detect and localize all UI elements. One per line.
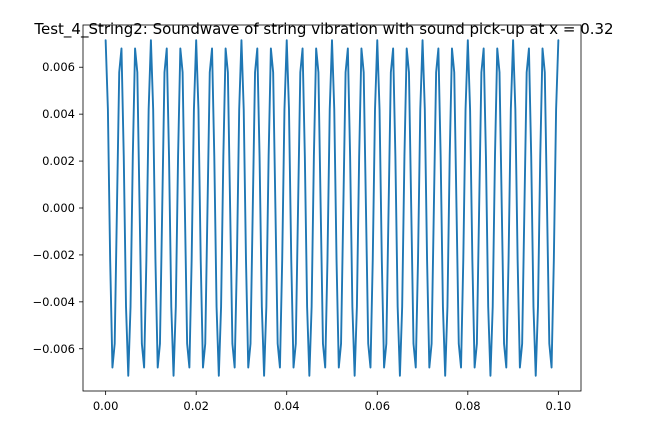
x-tick-label: 0.02 (183, 399, 209, 413)
x-tick-label: 0.06 (364, 399, 390, 413)
x-tick-label: 0.00 (93, 399, 119, 413)
x-axis: 0.00 0.02 0.04 0.06 0.08 0.10 (93, 391, 571, 413)
y-tick-label: 0.006 (42, 60, 75, 74)
y-tick-label: 0.002 (42, 154, 75, 168)
y-tick-label: −0.004 (32, 295, 75, 309)
y-tick-label: 0.000 (42, 201, 75, 215)
plot-frame (82, 24, 582, 392)
series-line-0 (104, 39, 560, 377)
y-axis: −0.006 −0.004 −0.002 0.000 0.002 0.004 0.006 (32, 60, 83, 356)
chart-title: Test_4_String2: Soundwave of string vibr… (33, 20, 613, 39)
y-tick-label: −0.006 (32, 342, 75, 356)
y-tick-label: 0.004 (42, 107, 75, 121)
x-tick-label: 0.10 (546, 399, 572, 413)
x-tick-label: 0.04 (274, 399, 300, 413)
x-tick-label: 0.08 (455, 399, 481, 413)
plot-area (104, 39, 560, 377)
y-tick-label: −0.002 (32, 248, 75, 262)
